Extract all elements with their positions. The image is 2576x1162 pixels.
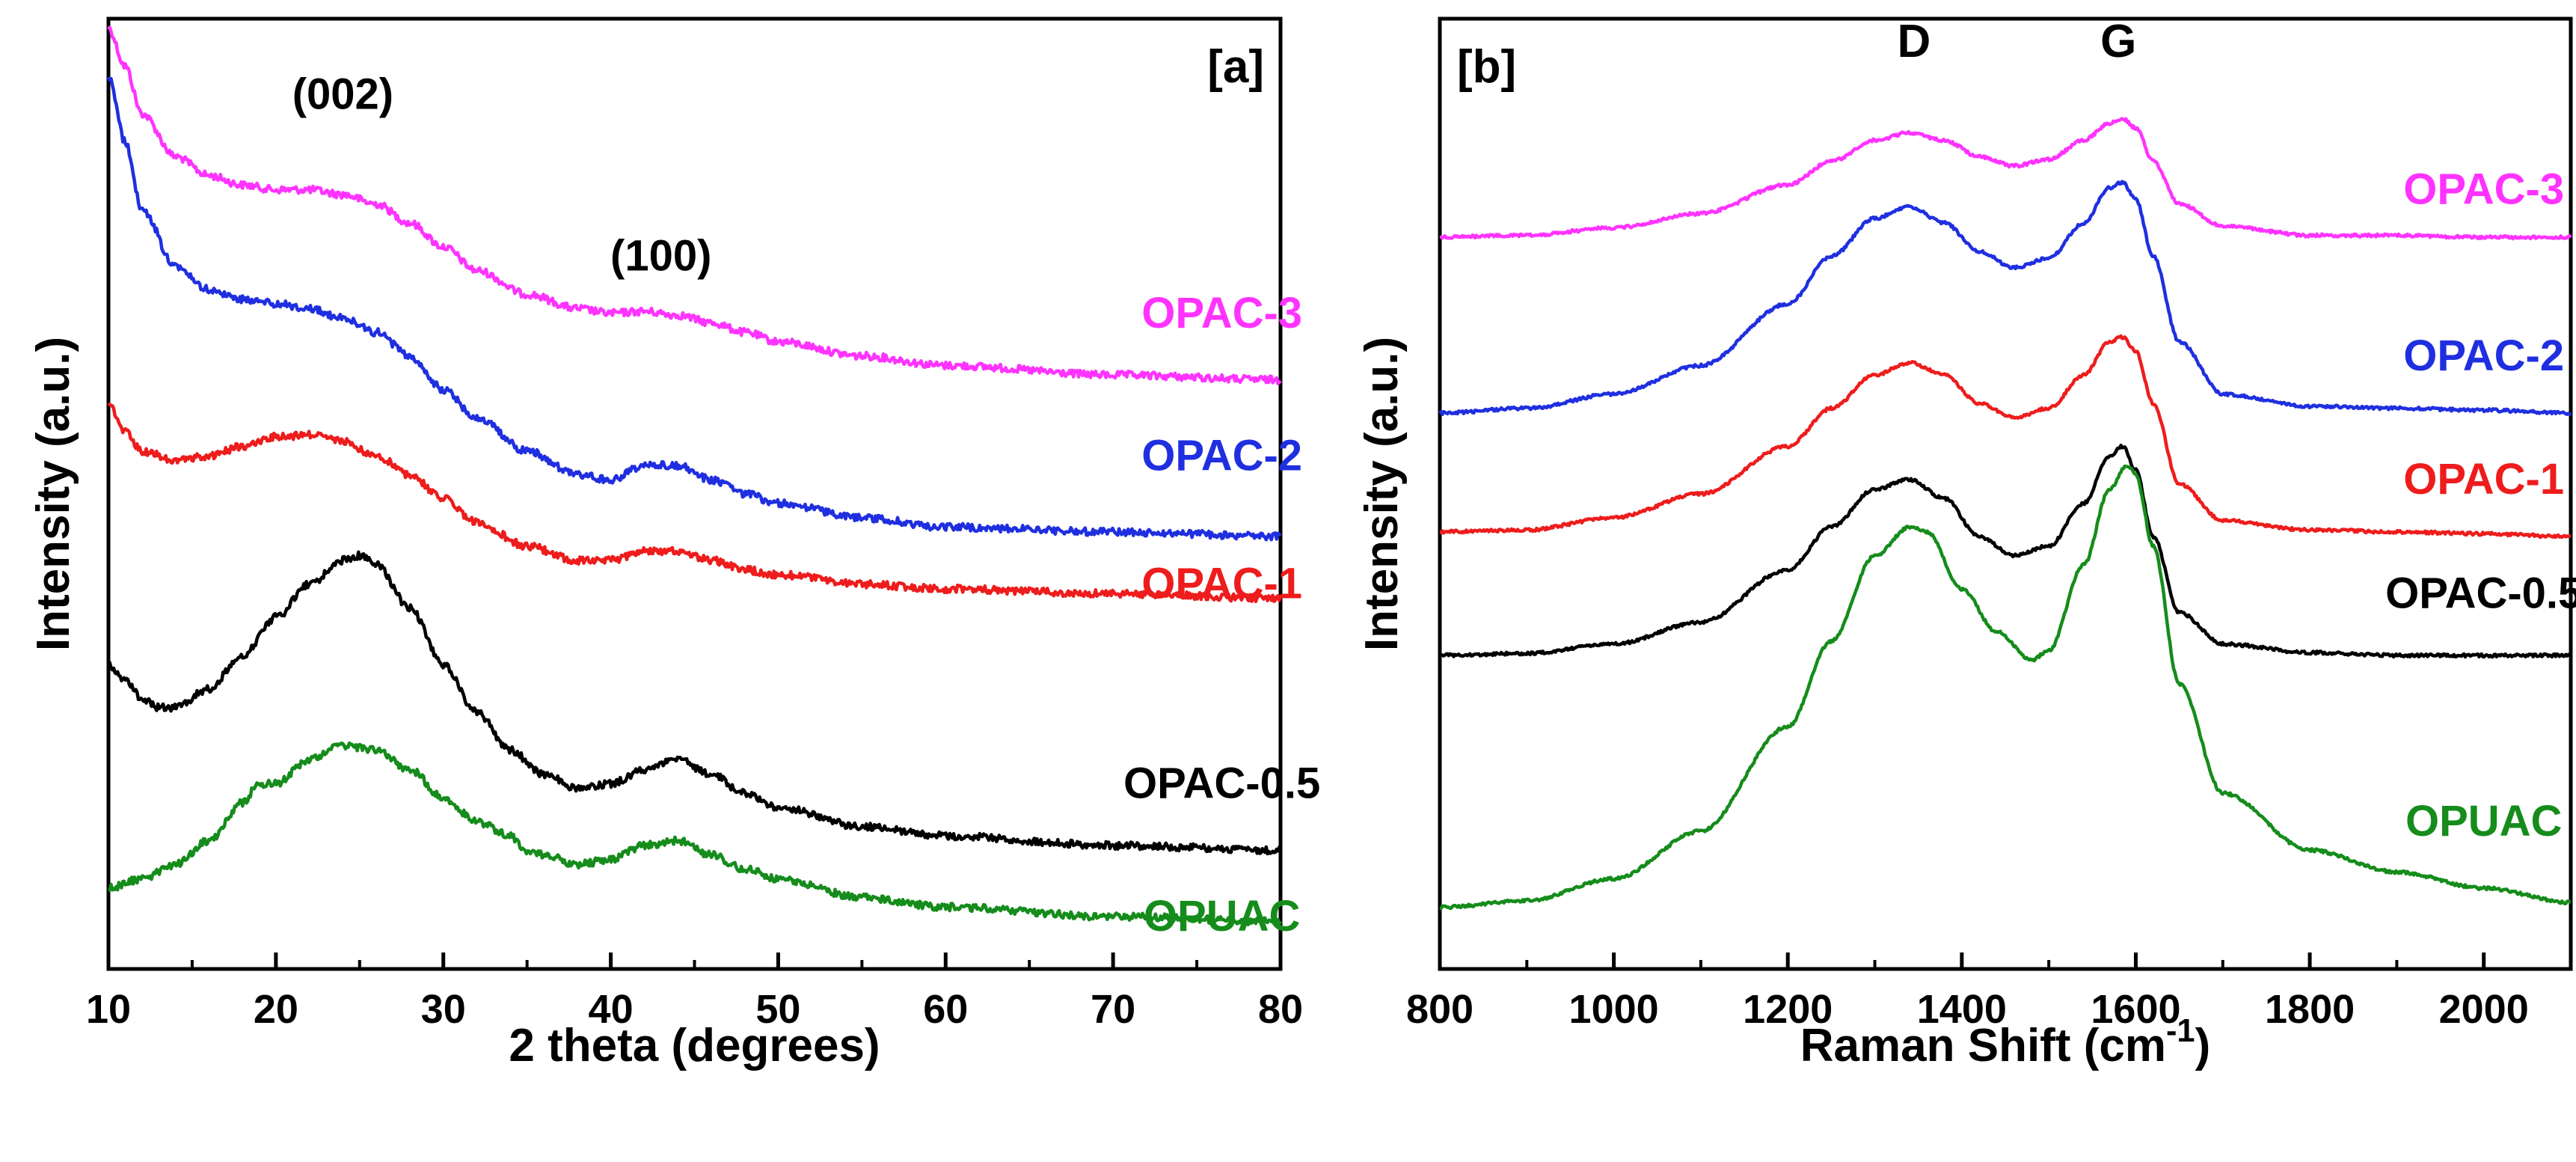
series-line-opac-1-a bbox=[107, 403, 1283, 604]
panel-label-b: [b] bbox=[1457, 41, 1516, 93]
x-tick-label-2000-b: 2000 bbox=[2439, 987, 2529, 1032]
x-tick-label-1000-b: 1000 bbox=[1569, 987, 1659, 1032]
annotation-G-b: G bbox=[2100, 16, 2136, 67]
x-tick-label-80-a: 80 bbox=[1258, 987, 1303, 1032]
series-label-opac-3-b: OPAC-3 bbox=[2403, 165, 2564, 214]
annotation-002-a: (002) bbox=[292, 70, 393, 119]
series-label-opac-1-a: OPAC-1 bbox=[1141, 560, 1302, 608]
series-line-opuac-b bbox=[1439, 464, 2572, 911]
x-tick-label-60-a: 60 bbox=[923, 987, 968, 1032]
x-tick-label-50-a: 50 bbox=[755, 987, 800, 1032]
series-label-opuac-a: OPUAC bbox=[1144, 892, 1300, 941]
series-line-opac-0-5-a bbox=[106, 550, 1283, 856]
panel-a-xrd-chart: 10 20 30 40 50 60 70 80 2 theta (degrees) Intensi… bbox=[28, 16, 1320, 1071]
x-tick-label-1200-b: 1200 bbox=[1743, 987, 1833, 1032]
y-axis-label-b: Intensity (a.u.) bbox=[1356, 337, 1408, 651]
series-line-opac-2-a bbox=[106, 76, 1282, 542]
x-tick-label-1600-b: 1600 bbox=[2091, 987, 2180, 1032]
series-label-opac-3-a: OPAC-3 bbox=[1141, 289, 1302, 337]
x-axis-label-b: Raman Shift (cm-1) bbox=[1800, 1013, 2210, 1071]
plot-frame-b bbox=[1438, 16, 2573, 971]
series-label-opac-0-5-b: OPAC-0.5 bbox=[2385, 569, 2576, 617]
x-tick-label-800-b: 800 bbox=[1406, 987, 1473, 1032]
series-line-opac-3-b bbox=[1439, 117, 2572, 241]
x-tick-label-1400-b: 1400 bbox=[1917, 987, 2007, 1032]
x-tick-label-1800-b: 1800 bbox=[2265, 987, 2355, 1032]
x-tick-label-20-a: 20 bbox=[254, 987, 298, 1032]
series-label-opac-0-5-a: OPAC-0.5 bbox=[1123, 759, 1320, 807]
x-tick-label-10-a: 10 bbox=[86, 987, 131, 1032]
series-label-opac-2-b: OPAC-2 bbox=[2403, 331, 2564, 380]
series-line-opac-1-b bbox=[1439, 334, 2572, 539]
series-label-opuac-b: OPUAC bbox=[2405, 797, 2562, 845]
x-tick-label-70-a: 70 bbox=[1091, 987, 1135, 1032]
series-label-opac-2-a: OPAC-2 bbox=[1141, 431, 1302, 480]
series-line-opuac-a bbox=[108, 741, 1282, 926]
series-label-opac-1-b: OPAC-1 bbox=[2403, 455, 2564, 504]
panel-b-raman-chart: 800 1000 1200 1400 1600 1800 2000 Raman Shift (… bbox=[1356, 16, 2576, 1071]
x-axis-label-a: 2 theta (degrees) bbox=[509, 1020, 880, 1071]
series-line-opac-0-5-b bbox=[1438, 443, 2572, 659]
y-axis-label-a: Intensity (a.u.) bbox=[28, 337, 79, 651]
x-tick-label-40-a: 40 bbox=[589, 987, 634, 1032]
panel-label-a: [a] bbox=[1207, 41, 1264, 93]
annotation-100-a: (100) bbox=[610, 232, 711, 281]
series-line-opac-2-b bbox=[1438, 180, 2572, 417]
annotation-D-b: D bbox=[1897, 16, 1931, 67]
x-tick-label-30-a: 30 bbox=[421, 987, 466, 1032]
series-line-opac-3-a bbox=[107, 25, 1282, 385]
